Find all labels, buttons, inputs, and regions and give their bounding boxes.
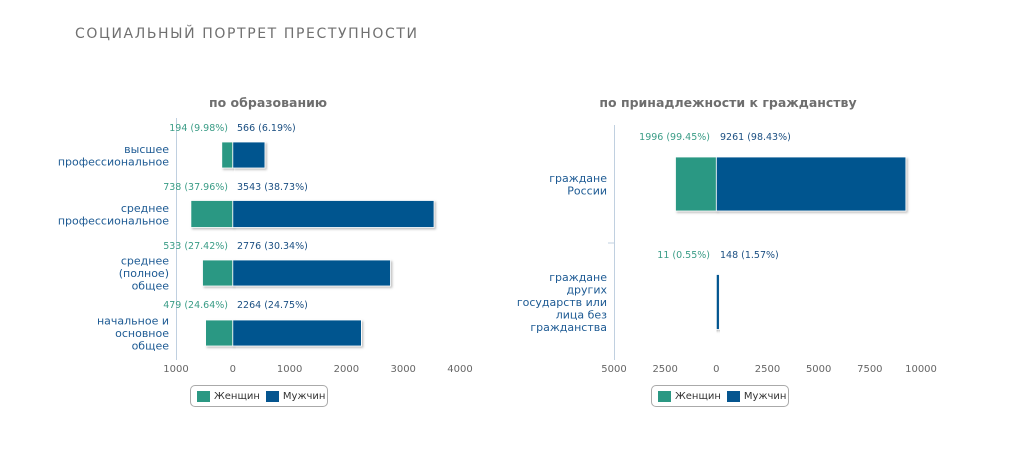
category-label-line: среднее	[121, 202, 169, 215]
category-label: среднее (полное) общее	[119, 255, 169, 293]
legend-label-men: Мужчин	[743, 390, 787, 402]
category-label: граждане России	[549, 172, 607, 198]
value-label-women: 1996 (99.45%)	[639, 132, 710, 143]
page-title: СОЦИАЛЬНЫЙ ПОРТРЕТ ПРЕСТУПНОСТИ	[75, 26, 419, 42]
value-label-men: 2776 (30.34%)	[237, 241, 308, 252]
bar-women	[675, 156, 717, 212]
x-tick-label: 3000	[390, 364, 415, 375]
x-tick-label: 2500	[755, 364, 780, 375]
x-tick-label: 2000	[334, 364, 359, 375]
legend-item-women[interactable]: Женщин	[658, 390, 721, 402]
legend-label-women: Женщин	[214, 390, 260, 402]
category-label-line: России	[567, 184, 607, 197]
category-label: граждане других государств или лица без граж…	[517, 271, 608, 334]
bar-men	[715, 274, 720, 330]
legend-education: Женщин Мужчин	[190, 385, 328, 407]
legend-citizenship: Женщин Мужчин	[651, 385, 789, 407]
legend-label-men: Мужчин	[282, 390, 326, 402]
x-tick-label: 4000	[447, 364, 472, 375]
category-label: начальное и основное общее	[97, 315, 169, 353]
legend-item-women[interactable]: Женщин	[197, 390, 260, 402]
women-swatch	[658, 390, 671, 402]
value-label-women: 479 (24.64%)	[163, 300, 228, 311]
x-tick-label: 5000	[806, 364, 831, 375]
chart-title: по принадлежности к гражданству	[599, 95, 856, 110]
x-tick-label: 0	[713, 364, 719, 375]
value-label-women: 738 (37.96%)	[163, 182, 228, 193]
category-label-line: других	[566, 284, 607, 297]
bar-women	[221, 141, 234, 169]
category-label-line: государств или	[517, 296, 607, 309]
value-label-men: 2264 (24.75%)	[237, 300, 308, 311]
category-label-line: высшее	[124, 143, 169, 156]
value-label-women: 533 (27.42%)	[163, 241, 228, 252]
value-label-men: 9261 (98.43%)	[720, 132, 791, 143]
bar-men	[715, 156, 907, 212]
category-label-line: лица без	[556, 309, 607, 322]
bar-women	[190, 200, 234, 228]
value-label-men: 148 (1.57%)	[720, 250, 779, 261]
category-label-line: начальное и	[97, 315, 169, 328]
chart-title: по образованию	[209, 95, 327, 110]
bar-men	[232, 319, 362, 347]
bar-men	[232, 259, 391, 287]
x-tick-label: 5000	[601, 364, 626, 375]
category-label-line: профессиональное	[58, 155, 169, 168]
bar-women	[205, 319, 234, 347]
x-tick-label: 1000	[277, 364, 302, 375]
x-tick-label: 7500	[857, 364, 882, 375]
bar-men	[232, 141, 266, 169]
women-swatch	[197, 390, 210, 402]
value-label-women: 194 (9.98%)	[169, 123, 228, 134]
legend-item-men[interactable]: Мужчин	[726, 390, 787, 402]
legend-item-men[interactable]: Мужчин	[265, 390, 326, 402]
category-label-line: (полное)	[119, 267, 169, 280]
category-label-line: граждане	[549, 172, 607, 185]
value-label-men: 566 (6.19%)	[237, 123, 296, 134]
bar-men	[232, 200, 435, 228]
category-label-line: среднее	[121, 255, 169, 268]
x-tick-label: 10000	[905, 364, 937, 375]
value-label-men: 3543 (38.73%)	[237, 182, 308, 193]
category-label: среднее профессиональное	[58, 202, 169, 228]
men-swatch	[265, 390, 279, 402]
value-label-women: 11 (0.55%)	[657, 250, 710, 261]
x-tick-label: 2500	[652, 364, 677, 375]
category-label-line: профессиональное	[58, 214, 169, 227]
legend-label-women: Женщин	[675, 390, 721, 402]
category-label-line: общее	[132, 280, 170, 293]
category-label-line: основное	[115, 327, 169, 340]
category-label-line: гражданства	[530, 321, 607, 334]
x-tick-label: 0	[230, 364, 236, 375]
category-label-line: граждане	[549, 271, 607, 284]
category-label-line: общее	[132, 340, 170, 353]
men-swatch	[726, 390, 740, 402]
category-label: высшее профессиональное	[58, 143, 169, 169]
x-tick-label: 1000	[163, 364, 188, 375]
bar-women	[202, 259, 234, 287]
